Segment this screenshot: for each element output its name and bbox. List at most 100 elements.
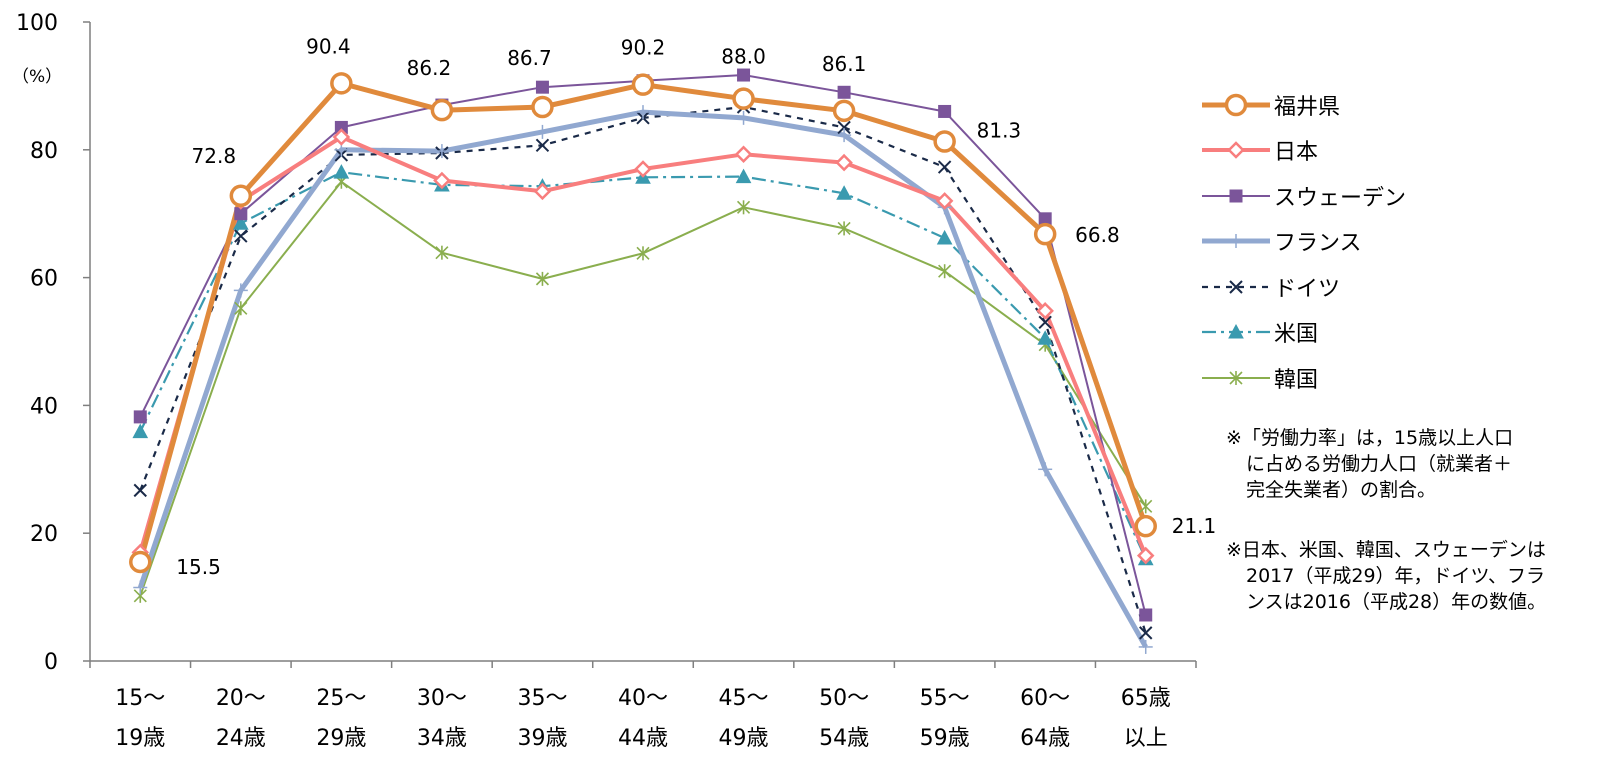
data-point: [1036, 225, 1055, 244]
data-point: [1229, 234, 1243, 248]
legend-item: 米国: [1200, 310, 1406, 356]
legend-label: 日本: [1274, 134, 1318, 166]
data-point: [1227, 95, 1246, 114]
data-label: 21.1: [1172, 514, 1217, 538]
data-point: [938, 231, 952, 244]
x-tick-label: 34歳: [417, 726, 467, 751]
y-tick-label: 100: [16, 11, 58, 36]
data-point: [738, 69, 750, 81]
x-tick-label: 以上: [1124, 726, 1168, 751]
y-tick-label: 40: [30, 394, 58, 419]
data-label: 81.3: [977, 118, 1022, 142]
x-tick-label: 39歳: [517, 726, 567, 751]
series-line: [140, 112, 1145, 647]
legend-label: 福井県: [1274, 89, 1340, 121]
note-line: ンスは2016（平成28）年の数値。: [1226, 589, 1546, 615]
data-label: 86.7: [507, 46, 552, 70]
y-unit-label: （%）: [12, 67, 62, 87]
legend-item: ドイツ: [1200, 264, 1406, 310]
legend-swatch: [1200, 229, 1272, 253]
note-labor-rate-definition: ※「労働力率」は，15歳以上人口 に占める労働力人口（就業者＋ 完全失業者）の割…: [1226, 425, 1513, 503]
legend-label: 韓国: [1274, 362, 1318, 394]
x-tick-label: 64歳: [1020, 726, 1070, 751]
x-tick-label: 59歳: [920, 726, 970, 751]
x-tick-label: 54歳: [819, 726, 869, 751]
data-point: [432, 101, 451, 120]
data-label: 72.8: [192, 144, 237, 168]
note-line: ※「労働力率」は，15歳以上人口: [1226, 425, 1513, 451]
y-tick-label: 20: [30, 522, 58, 547]
legend: 福井県 日本 スウェーデン フランス ドイツ 米国 韓国: [1200, 82, 1406, 401]
legend-swatch: [1200, 138, 1272, 162]
series-line: [140, 172, 1145, 559]
data-point: [332, 74, 351, 93]
x-tick-label: 19歳: [115, 726, 165, 751]
data-point: [939, 264, 951, 278]
data-point: [1136, 517, 1155, 536]
data-point: [131, 552, 150, 571]
data-label: 88.0: [721, 45, 766, 69]
data-point: [935, 132, 954, 151]
data-point: [734, 89, 753, 108]
x-tick-label: 55～: [920, 686, 970, 711]
x-tick-label: 25～: [316, 686, 366, 711]
x-tick-label: 60～: [1020, 686, 1070, 711]
data-label: 90.4: [306, 34, 351, 58]
legend-item: 日本: [1200, 128, 1406, 174]
legend-label: フランス: [1274, 225, 1362, 257]
legend-item: 福井県: [1200, 82, 1406, 128]
x-tick-label: 49歳: [719, 726, 769, 751]
y-tick-label: 0: [44, 650, 58, 675]
data-point: [134, 484, 146, 496]
x-tick-label: 65歳: [1121, 686, 1171, 711]
data-point: [1230, 190, 1242, 202]
data-label: 66.8: [1075, 223, 1120, 247]
data-point: [533, 97, 552, 116]
x-tick-label: 24歳: [216, 726, 266, 751]
data-point: [636, 162, 650, 176]
note-line: ※日本、米国、韓国、スウェーデンは: [1226, 537, 1546, 563]
data-point: [737, 147, 751, 161]
legend-label: ドイツ: [1274, 271, 1340, 303]
x-tick-label: 44歳: [618, 726, 668, 751]
data-point: [536, 81, 548, 93]
y-tick-label: 80: [30, 139, 58, 164]
legend-swatch: [1200, 275, 1272, 299]
series-line: [140, 182, 1145, 596]
x-tick-label: 35～: [517, 686, 567, 711]
data-point: [134, 411, 146, 423]
series-line: [140, 137, 1145, 556]
legend-item: フランス: [1200, 219, 1406, 265]
x-tick-label: 15～: [115, 686, 165, 711]
data-point: [535, 125, 549, 139]
data-point: [536, 139, 548, 151]
x-tick-label: 45～: [719, 686, 769, 711]
x-tick-label: 50～: [819, 686, 869, 711]
data-point: [837, 156, 851, 170]
data-point: [334, 165, 348, 178]
data-point: [835, 101, 854, 120]
data-point: [235, 230, 247, 242]
legend-swatch: [1200, 320, 1272, 344]
y-tick-label: 60: [30, 267, 58, 292]
data-point: [1038, 331, 1052, 344]
data-point: [435, 144, 449, 158]
data-label: 90.2: [621, 36, 666, 60]
note-line: に占める労働力人口（就業者＋: [1226, 451, 1513, 477]
legend-swatch: [1200, 93, 1272, 117]
data-label: 86.2: [407, 56, 452, 80]
legend-swatch: [1200, 184, 1272, 208]
data-point: [1140, 627, 1152, 639]
note-line: 2017（平成29）年，ドイツ、フラ: [1226, 563, 1546, 589]
data-point: [939, 161, 951, 173]
legend-item: 韓国: [1200, 355, 1406, 401]
data-point: [634, 75, 653, 94]
x-tick-label: 30～: [417, 686, 467, 711]
x-tick-label: 29歳: [316, 726, 366, 751]
note-line: 完全失業者）の割合。: [1226, 477, 1513, 503]
data-point: [1140, 609, 1152, 621]
data-point: [1140, 499, 1152, 513]
data-label: 15.5: [176, 555, 221, 579]
x-tick-label: 40～: [618, 686, 668, 711]
data-point: [838, 86, 850, 98]
